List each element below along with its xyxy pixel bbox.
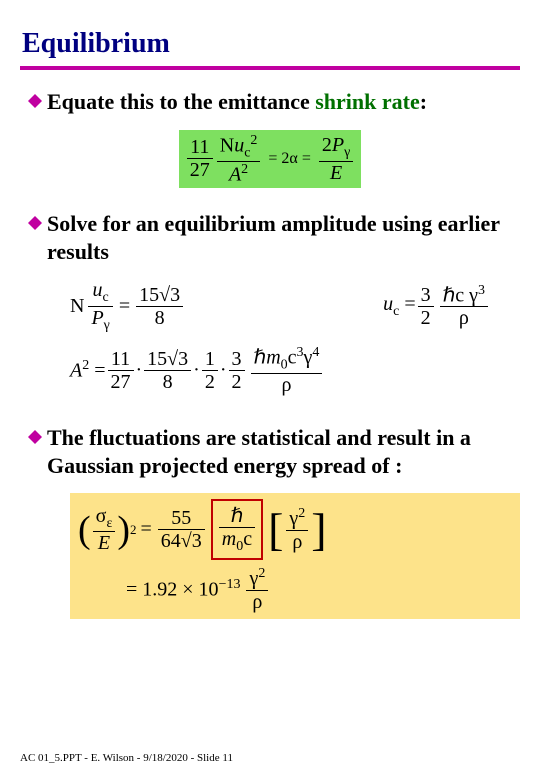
eq2a-eq: = <box>119 295 130 318</box>
title-rule <box>20 66 520 70</box>
eq2a-fRn: 15√3 <box>136 284 183 307</box>
eq3-t4n: 3 <box>229 348 245 371</box>
eq4-paren-sup: 2 <box>130 522 137 538</box>
eq2b-left: uc = <box>383 293 416 320</box>
bullet-3: The fluctuations are statistical and res… <box>28 424 520 479</box>
eq4-l2-pre: = 1.92 × 10 <box>126 579 219 601</box>
eq4-paren-num: σε <box>93 505 116 532</box>
eq3-t5n: ℏm0c3γ4 <box>251 345 323 374</box>
eq3-t1n: 11 <box>108 348 134 371</box>
eq3-t2d: 8 <box>144 371 191 393</box>
eq3-t1d: 27 <box>108 371 134 393</box>
eq4-f1n: 55 <box>158 507 205 530</box>
eq4-red-den: m0c <box>219 528 255 554</box>
slide-footer: AC 01_5.PPT - E. Wilson - 9/18/2020 - Sl… <box>20 752 233 764</box>
eq4-l2d: ρ <box>246 591 268 613</box>
eq2a-fLd: Pγ <box>88 307 112 333</box>
eq2a-left: N <box>70 295 84 318</box>
equation-4: ( σεE )2 = 5564√3 ℏm0c [ γ2ρ ] = 1.92 × … <box>20 493 520 619</box>
eq4-br-den: ρ <box>286 531 308 553</box>
eq1-n1: 11 <box>187 136 213 159</box>
eq2b-f2n: ℏc γ3 <box>440 283 488 308</box>
eq1-d3: E <box>319 162 353 184</box>
eq2b-f1d: 2 <box>418 307 434 329</box>
eq1-n2: Nuc2 <box>217 133 261 162</box>
eq2a-fLn: uc <box>88 279 112 306</box>
bullet-1-pre: Equate this to the emittance <box>47 89 315 114</box>
eq2b-f1n: 3 <box>418 284 434 307</box>
eq3-t4d: 2 <box>229 371 245 393</box>
eq3-dot1: · <box>136 359 143 382</box>
equation-2-row: N ucPγ = 15√38 uc = 32 ℏc γ3ρ <box>20 279 520 333</box>
eq1-d1: 27 <box>187 159 213 181</box>
eq4-br-num: γ2 <box>286 506 308 531</box>
equation-2b: uc = 32 ℏc γ3ρ <box>383 279 490 333</box>
bullet-1-text: Equate this to the emittance shrink rate… <box>47 88 520 116</box>
eq2a-fRd: 8 <box>136 307 183 329</box>
eq1-n3: 2Pγ <box>319 134 353 161</box>
eq3-dot2: · <box>193 359 200 382</box>
diamond-bullet-icon <box>28 94 42 108</box>
eq4-paren-den: E <box>93 532 116 554</box>
eq3-t3d: 2 <box>202 371 218 393</box>
eq1-d2: A2 <box>217 162 261 186</box>
eq2b-f2d: ρ <box>440 307 488 329</box>
equation-2a: N ucPγ = 15√38 <box>70 279 185 333</box>
equation-3: A2 = 1127 · 15√38 · 12 · 32 ℏm0c3γ4ρ <box>20 345 520 396</box>
eq4-red-num: ℏ <box>219 505 255 528</box>
bullet-3-text: The fluctuations are statistical and res… <box>47 424 520 479</box>
eq3-t2n: 15√3 <box>144 348 191 371</box>
diamond-bullet-icon <box>28 216 42 230</box>
slide-title: Equilibrium <box>22 28 520 60</box>
eq4-eq: = <box>140 518 151 541</box>
eq4-f1d: 64√3 <box>158 530 205 552</box>
bullet-1-shrink: shrink rate <box>315 89 420 114</box>
bullet-2-text: Solve for an equilibrium amplitude using… <box>47 210 520 265</box>
equation-1: 1127 Nuc2A2 = 2α = 2PγE <box>20 130 520 189</box>
eq1-mid: = 2α = <box>268 150 310 168</box>
eq3-t3n: 1 <box>202 348 218 371</box>
eq3-dot3: · <box>220 359 227 382</box>
eq3-t5d: ρ <box>251 374 323 396</box>
bullet-1-post: : <box>420 89 427 114</box>
bullet-1: Equate this to the emittance shrink rate… <box>28 88 520 116</box>
eq3-left: A2 = <box>70 358 106 383</box>
eq4-l2n: γ2 <box>246 566 268 591</box>
eq4-l2-exp: −13 <box>219 577 241 592</box>
bullet-2: Solve for an equilibrium amplitude using… <box>28 210 520 265</box>
diamond-bullet-icon <box>28 430 42 444</box>
